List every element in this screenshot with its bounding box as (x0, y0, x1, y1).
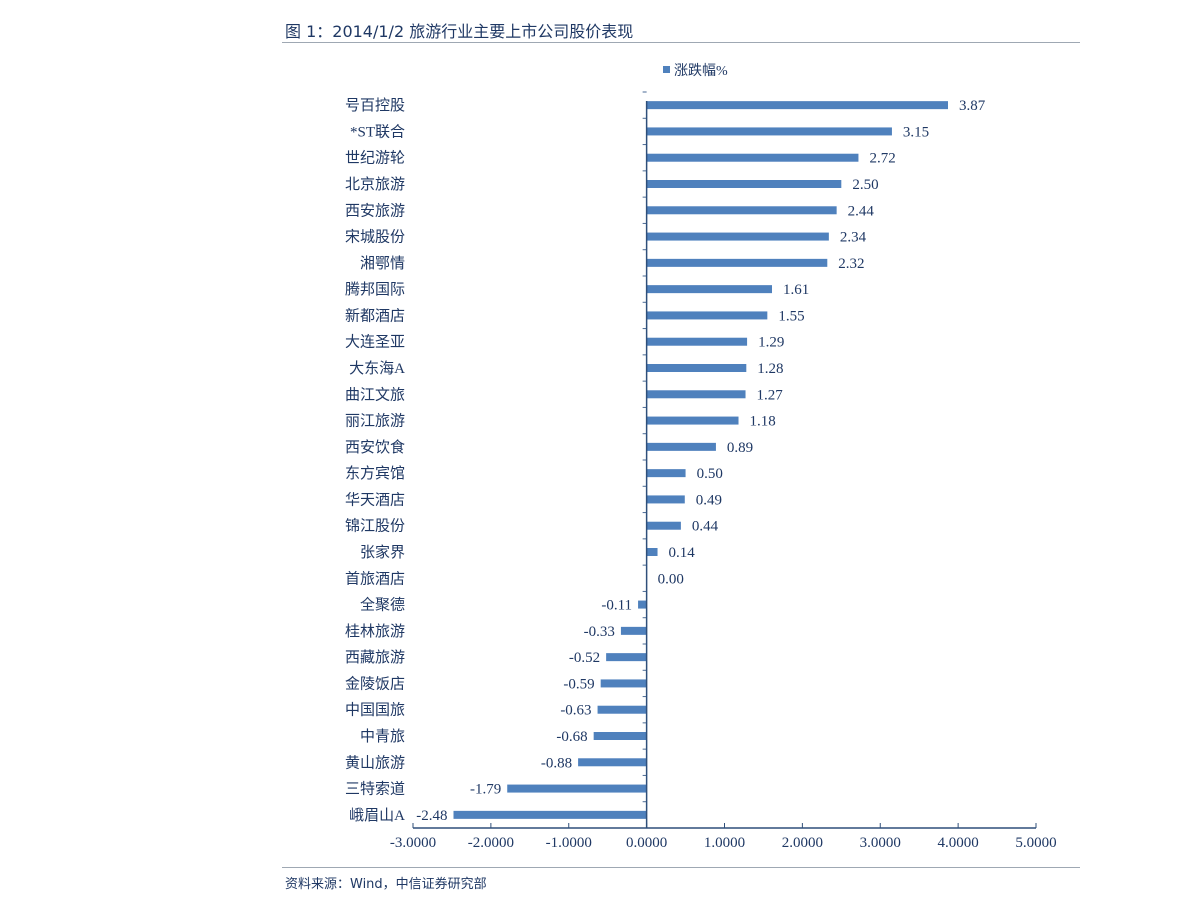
bar (597, 705, 647, 714)
data-label: -1.79 (470, 782, 501, 798)
bar (646, 285, 773, 294)
data-label: 3.87 (959, 98, 986, 114)
bar (578, 758, 647, 767)
category-label: 丽江旅游 (345, 413, 405, 430)
data-label: 1.28 (757, 361, 783, 377)
source-divider (282, 867, 1080, 868)
category-label: 首旅酒店 (345, 570, 405, 587)
x-tick-label: 2.0000 (782, 835, 823, 851)
data-label: 0.14 (669, 545, 696, 561)
bar (646, 416, 739, 425)
x-tick-label: 0.0000 (626, 835, 667, 851)
bar (646, 180, 842, 188)
data-label: 1.29 (758, 335, 784, 351)
data-label: -0.88 (541, 755, 572, 771)
category-label: 新都酒店 (345, 307, 405, 324)
data-label: 1.27 (757, 387, 784, 403)
data-label: 0.89 (727, 440, 753, 456)
bar (646, 442, 716, 451)
category-label: 西藏旅游 (345, 649, 405, 666)
x-tick-label: -1.0000 (546, 835, 592, 851)
category-label: 东方宾馆 (345, 465, 405, 482)
bar (646, 337, 748, 346)
x-tick-label: 4.0000 (938, 835, 979, 851)
x-tick-label: -2.0000 (468, 835, 514, 851)
category-label: *ST联合 (350, 123, 405, 140)
data-label: 2.72 (869, 151, 895, 167)
category-label: 北京旅游 (345, 176, 405, 193)
bar (646, 311, 768, 320)
data-label: 1.18 (750, 414, 776, 430)
category-label: 全聚德 (360, 596, 405, 614)
category-label: 大东海A (349, 360, 405, 377)
data-label: 2.50 (852, 177, 878, 193)
data-label: 2.44 (848, 203, 875, 219)
data-label: 3.15 (903, 124, 929, 140)
category-label: 峨眉山A (349, 807, 405, 824)
category-label: 腾邦国际 (345, 281, 405, 298)
data-label: -0.68 (556, 729, 587, 745)
data-label: -0.52 (569, 650, 600, 666)
bar (646, 364, 747, 372)
category-label: 中青旅 (360, 728, 405, 745)
x-tick-label: 3.0000 (860, 835, 901, 851)
data-label: 2.34 (840, 230, 867, 246)
bar (646, 101, 949, 110)
data-label: 2.32 (838, 256, 864, 272)
category-label: 西安旅游 (345, 202, 405, 219)
data-label: -0.33 (584, 624, 615, 640)
bar (646, 390, 746, 399)
category-label: 黄山旅游 (345, 754, 405, 771)
bar (606, 653, 647, 662)
data-label: 0.49 (696, 492, 722, 508)
bar (646, 258, 828, 267)
category-label: 华天酒店 (345, 491, 405, 508)
category-label: 曲江文旅 (345, 386, 405, 403)
category-label: 桂林旅游 (345, 623, 405, 640)
data-label: 1.61 (783, 282, 809, 298)
category-label: 三特索道 (345, 781, 405, 798)
bar (646, 495, 685, 504)
bar (453, 810, 647, 819)
data-label: 1.55 (778, 308, 804, 324)
figure-title: 图 1：2014/1/2 旅游行业主要上市公司股价表现 (285, 22, 634, 41)
legend-label: 涨跌幅% (674, 63, 728, 79)
x-tick-label: 5.0000 (1015, 835, 1056, 851)
data-label: 0.50 (697, 466, 723, 482)
data-label: 0.44 (692, 519, 719, 535)
bar (620, 626, 647, 635)
x-tick-label: 1.0000 (704, 835, 745, 851)
bar (593, 732, 647, 740)
bar (646, 206, 837, 215)
category-label: 西安饮食 (345, 439, 405, 456)
bar (646, 469, 686, 478)
bar (600, 679, 647, 688)
category-label: 世纪游轮 (345, 150, 405, 167)
data-label: -0.59 (563, 676, 594, 692)
legend-swatch (663, 66, 670, 73)
bar (646, 521, 681, 530)
category-label: 宋城股份 (345, 229, 405, 246)
category-label: 张家界 (360, 544, 405, 561)
bar (507, 784, 647, 793)
data-label: 0.00 (658, 571, 684, 587)
data-label: -0.11 (601, 598, 632, 614)
title-divider (282, 42, 1080, 43)
source-note: 资料来源：Wind，中信证券研究部 (285, 877, 487, 892)
data-label: -0.63 (560, 703, 591, 719)
category-label: 中国国旅 (345, 702, 405, 719)
data-label: -2.48 (416, 808, 447, 824)
category-label: 金陵饭店 (345, 675, 405, 692)
category-label: 锦江股份 (345, 518, 405, 535)
x-tick-label: -3.0000 (390, 835, 436, 851)
category-label: 湘鄂情 (360, 255, 405, 272)
category-label: 大连圣亚 (345, 334, 405, 351)
bar (638, 600, 647, 609)
bar (646, 127, 892, 136)
bar (646, 232, 829, 241)
category-label: 号百控股 (345, 97, 405, 114)
bar (646, 153, 859, 162)
bar (646, 548, 658, 556)
